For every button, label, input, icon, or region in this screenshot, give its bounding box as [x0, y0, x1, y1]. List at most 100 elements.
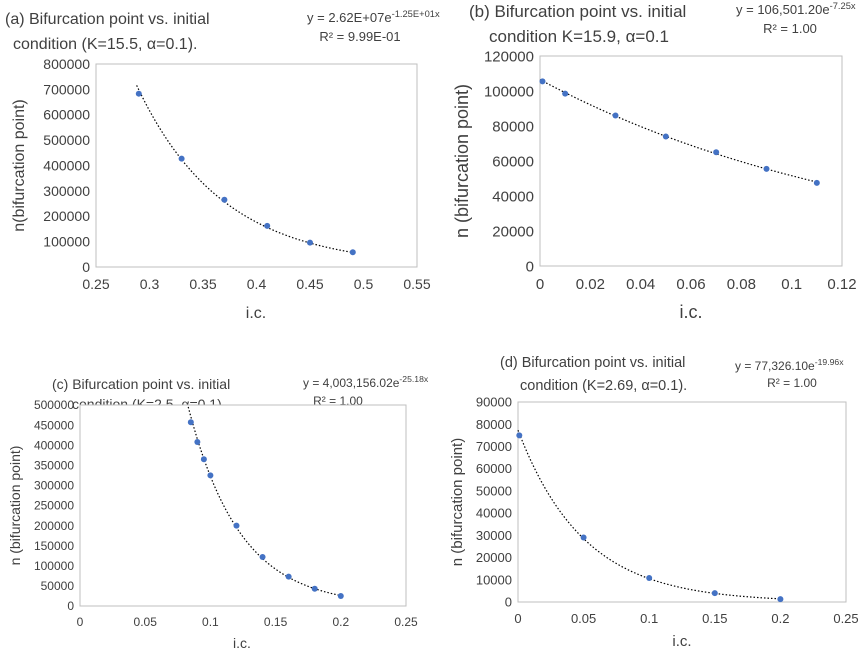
y-tick-label: 500000: [43, 132, 90, 148]
data-point: [337, 592, 344, 599]
data-point: [264, 222, 271, 229]
data-point: [194, 438, 201, 445]
y-tick-label: 0: [82, 259, 90, 275]
equation-exponent: -19.96x: [815, 357, 844, 367]
y-tick-label: 100000: [34, 559, 74, 573]
data-point: [646, 575, 653, 581]
x-tick-label: 0.06: [676, 276, 705, 293]
x-tick-label: 0.25: [82, 276, 109, 292]
y-tick-label: 120000: [484, 48, 534, 65]
r-squared-label: R² = 1.00: [767, 376, 817, 390]
plot-area: [539, 55, 843, 267]
y-tick-label: 150000: [34, 539, 74, 553]
y-tick-label: 600000: [43, 107, 90, 123]
x-tick-label: 0.1: [640, 611, 658, 626]
x-tick-label: 0.12: [827, 276, 856, 293]
x-tick-label: 0.04: [626, 276, 655, 293]
chart-d: (d) Bifurcation point vs. initial conditi…: [449, 355, 859, 650]
x-axis-label: i.c.: [679, 302, 702, 322]
x-tick-label: 0: [77, 615, 84, 629]
y-tick-label: 0: [67, 599, 74, 613]
y-tick-label: 10000: [476, 572, 512, 587]
y-tick-label: 60000: [476, 461, 512, 476]
y-tick-label: 0: [526, 258, 534, 275]
equation-base: y = 77,326.10e: [735, 359, 815, 373]
y-tick-label: 350000: [34, 459, 74, 473]
chart-title-line-2: condition (K=2.69, α=0.1).: [520, 378, 687, 394]
y-tick-label: 0: [505, 595, 512, 610]
y-tick-label: 20000: [492, 223, 534, 240]
x-axis-label: i.c.: [246, 305, 266, 322]
y-axis-label: n (bifurcation point): [452, 84, 472, 238]
chart-title-line-1: (d) Bifurcation point vs. initial: [500, 355, 685, 371]
y-axis-label: n(bifurcation point): [11, 99, 28, 232]
trendline-equation: y = 106,501.20e-7.25x: [736, 1, 856, 17]
y-tick-label: 300000: [43, 183, 90, 199]
y-tick-label: 40000: [476, 506, 512, 521]
data-point: [813, 179, 820, 186]
data-point: [612, 112, 619, 119]
trendline-equation: y = 2.62E+07e-1.25E+01x: [307, 9, 440, 25]
y-tick-label: 100000: [484, 83, 534, 100]
x-tick-label: 0.08: [727, 276, 756, 293]
y-tick-label: 800000: [43, 56, 90, 72]
equation-base: y = 2.62E+07e: [307, 10, 392, 25]
data-point: [713, 149, 720, 156]
data-point: [178, 155, 185, 162]
data-point: [539, 78, 546, 85]
x-axis-label: i.c.: [233, 635, 251, 651]
x-tick-label: 0.3: [140, 276, 160, 292]
equation-exponent: -25.18x: [399, 374, 428, 384]
x-tick-label: 0.1: [781, 276, 802, 293]
x-tick-label: 0.15: [702, 611, 727, 626]
y-axis-label: n (bifurcation point): [449, 438, 466, 566]
data-point: [135, 90, 142, 97]
data-point: [233, 522, 240, 529]
data-point: [187, 419, 194, 426]
data-point: [763, 165, 770, 172]
plot-area: [517, 401, 847, 603]
plot-area: [95, 63, 418, 268]
equation-exponent: -1.25E+01x: [392, 9, 440, 19]
y-tick-label: 400000: [43, 157, 90, 173]
y-tick-label: 80000: [492, 118, 534, 135]
y-tick-label: 100000: [43, 234, 90, 250]
y-tick-label: 700000: [43, 81, 90, 97]
r-squared-label: R² = 9.99E-01: [319, 29, 400, 44]
data-point: [777, 596, 784, 603]
x-tick-label: 0.05: [571, 611, 596, 626]
data-point: [207, 472, 214, 479]
x-tick-label: 0: [514, 611, 521, 626]
x-tick-label: 0.4: [247, 276, 267, 292]
r-squared-label: R² = 1.00: [763, 21, 817, 36]
trendline-equation: y = 4,003,156.02e-25.18x: [303, 374, 429, 390]
y-tick-label: 70000: [476, 439, 512, 454]
trendline: [136, 85, 353, 254]
y-tick-label: 60000: [492, 153, 534, 170]
x-tick-label: 0.2: [332, 615, 349, 629]
y-tick-label: 50000: [476, 483, 512, 498]
x-tick-label: 0: [536, 276, 544, 293]
y-tick-label: 40000: [492, 188, 534, 205]
y-tick-label: 250000: [34, 499, 74, 513]
data-point: [349, 249, 356, 256]
y-tick-label: 450000: [34, 418, 74, 432]
y-tick-label: 20000: [476, 550, 512, 565]
trendline: [539, 79, 817, 183]
trendline-equation: y = 77,326.10e-19.96x: [735, 357, 844, 373]
y-tick-label: 80000: [476, 417, 512, 432]
trendline: [517, 429, 781, 600]
chart-c: (c) Bifurcation point vs. initialconditi…: [7, 374, 429, 651]
chart-title-line-1: (c) Bifurcation point vs. initial: [52, 376, 230, 392]
x-tick-label: 0.55: [403, 276, 430, 292]
data-point: [662, 133, 669, 140]
y-tick-label: 400000: [34, 438, 74, 452]
chart-title-line-1: (a) Bifurcation point vs. initial: [5, 11, 210, 28]
data-point: [221, 196, 228, 203]
data-point: [311, 585, 318, 592]
plot-area: [79, 404, 407, 607]
x-tick-label: 0.25: [394, 615, 418, 629]
chart-title-line-1: (b) Bifurcation point vs. initial: [469, 2, 686, 21]
equation-base: y = 106,501.20e: [736, 2, 830, 17]
